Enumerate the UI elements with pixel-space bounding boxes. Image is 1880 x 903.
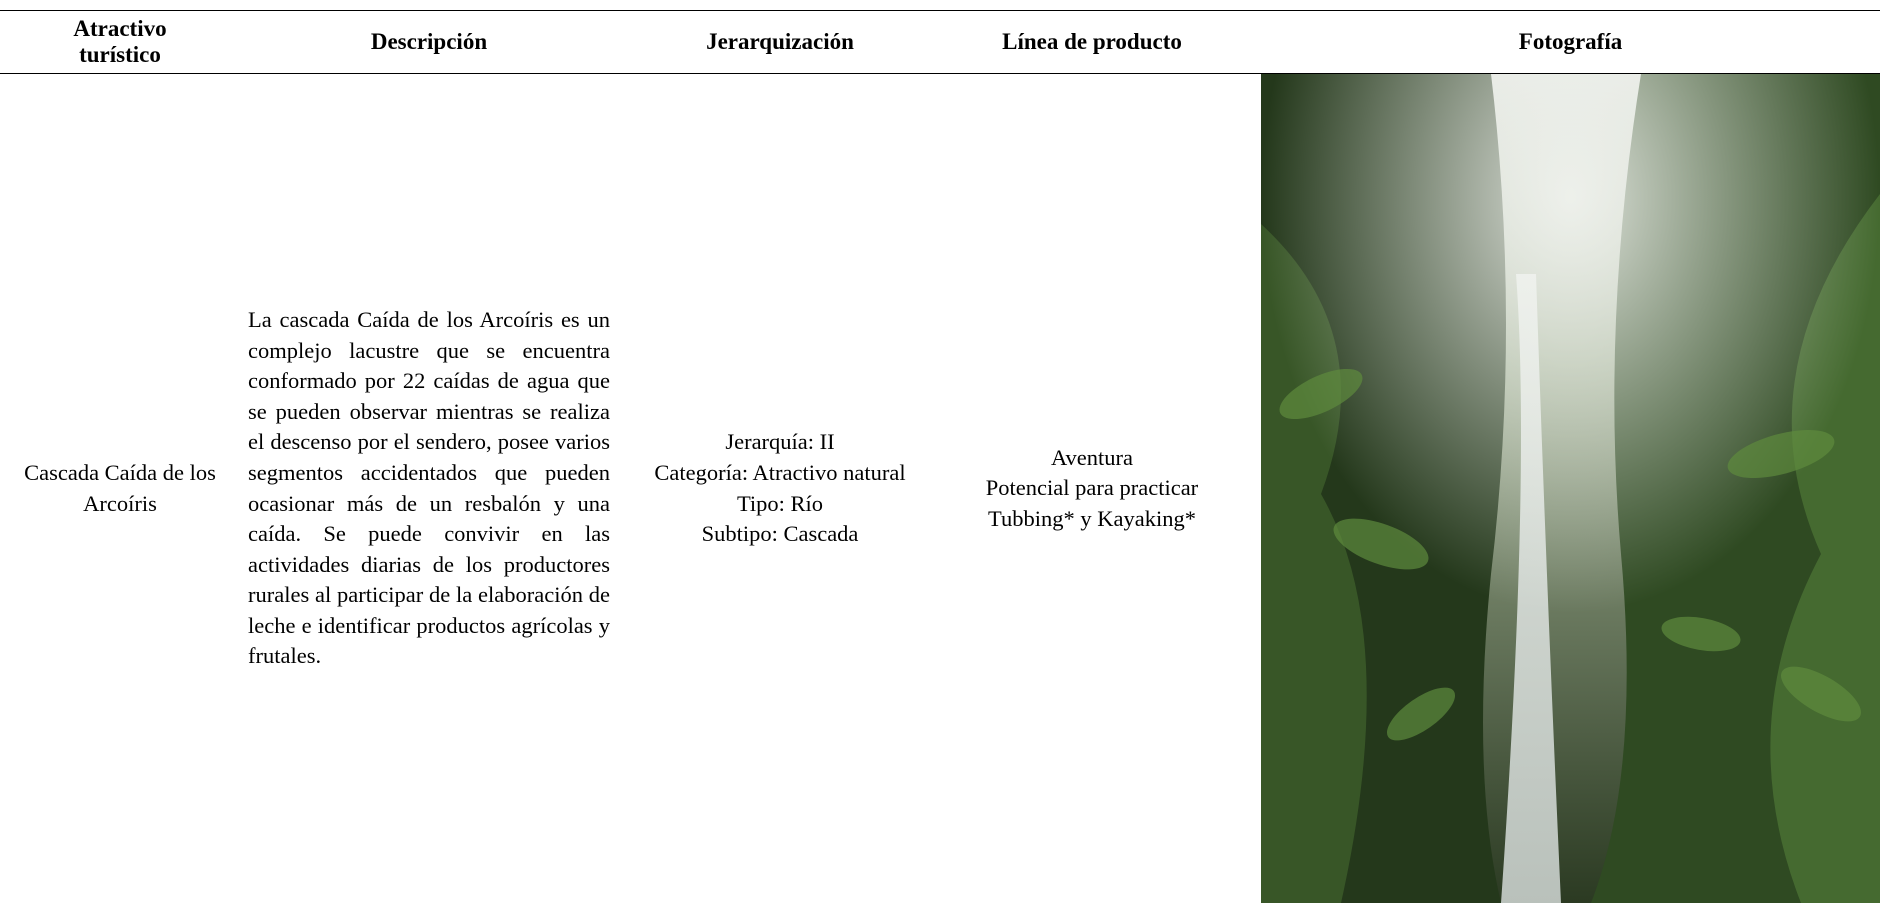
product-lines: Aventura Potencial para practicar Tubbin… [950,443,1234,535]
attraction-name: Cascada Caída de los Arcoíris [24,459,216,516]
header-cell: Descripción [370,29,488,54]
table-top-rule [0,10,1880,11]
hierarchy-line: Categoría: Atractivo natural [654,459,906,485]
attraction-cell: Cascada Caída de los Arcoíris [20,74,220,903]
hierarchy-line: Subtipo: Cascada [701,521,859,547]
hierarchy-lines: Jerarquía: II Categoría: Atractivo natur… [654,427,905,549]
header-cell: Atractivo turístico [73,16,167,67]
header-rule [0,73,1880,74]
product-line: Potencial para practicar Tubbing* y Kaya… [985,475,1199,531]
product-line: Aventura [1050,444,1134,470]
header-cell: Jerarquización [706,29,854,54]
hierarchy-cell: Jerarquía: II Categoría: Atractivo natur… [650,74,910,903]
description-cell: La cascada Caída de los Arcoíris es un c… [248,74,610,903]
description-text: La cascada Caída de los Arcoíris es un c… [248,306,610,669]
hierarchy-line: Tipo: Río [736,490,824,516]
product-line-cell: Aventura Potencial para practicar Tubbin… [950,74,1234,903]
hierarchy-line: Jerarquía: II [725,429,835,455]
header-cell: Línea de producto [1002,29,1182,54]
header-cell: Fotografía [1518,29,1623,54]
waterfall-photo [1261,74,1880,903]
